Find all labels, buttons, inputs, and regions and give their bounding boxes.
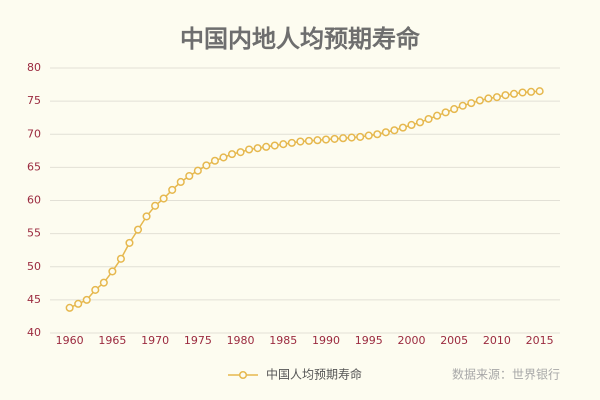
point: [313, 136, 322, 145]
x-tick-label: 2005: [440, 334, 468, 347]
x-tick-label: 1970: [141, 334, 169, 347]
point: [424, 114, 433, 124]
point: [253, 144, 262, 153]
y-tick-label: 45: [27, 293, 41, 306]
point: [458, 101, 467, 110]
x-tick-label: 1985: [269, 334, 297, 347]
point: [116, 254, 125, 263]
point: [168, 185, 177, 194]
point: [193, 166, 202, 175]
point: [176, 177, 185, 186]
point: [492, 93, 501, 102]
point: [501, 91, 510, 100]
point: [415, 118, 425, 127]
point: [356, 132, 365, 141]
point: [441, 108, 450, 117]
x-tick-label: 2000: [397, 334, 425, 347]
y-tick-label: 75: [27, 94, 41, 107]
point: [210, 156, 219, 165]
point: [142, 212, 151, 221]
x-tick-label: 2015: [526, 334, 554, 347]
point: [82, 295, 91, 304]
point: [270, 141, 279, 150]
point: [279, 140, 288, 149]
point: [467, 99, 476, 108]
point: [321, 135, 331, 144]
source: 数据来源：世界银行: [452, 367, 560, 382]
point: [407, 120, 416, 130]
point: [364, 131, 373, 140]
x-tick-label: 1975: [184, 334, 212, 347]
point: [433, 111, 442, 120]
point: [330, 134, 339, 143]
chart-title: 中国内地人均预期寿命: [180, 25, 421, 53]
point: [65, 303, 74, 312]
point: [108, 267, 117, 276]
point: [125, 238, 134, 247]
point: [236, 148, 245, 157]
point: [202, 161, 211, 170]
point: [475, 96, 484, 105]
x-tick-label: 1980: [227, 334, 255, 347]
y-tick-label: 55: [27, 227, 41, 240]
point: [74, 299, 83, 308]
point: [185, 171, 194, 181]
point: [227, 150, 237, 159]
point: [381, 128, 390, 137]
series-line: [69, 90, 540, 309]
point: [245, 145, 254, 154]
point: [339, 134, 348, 143]
point: [99, 278, 108, 287]
point: [262, 142, 271, 151]
y-tick-label: 70: [27, 127, 41, 140]
point: [151, 201, 160, 210]
point: [287, 138, 296, 147]
y-tick-label: 40: [27, 326, 41, 339]
x-tick-label: 1965: [98, 334, 126, 347]
point: [347, 133, 356, 142]
point: [91, 285, 100, 294]
point: [390, 126, 399, 135]
x-tick-label: 1990: [312, 334, 340, 347]
legend-label: 中国人均预期寿命: [266, 367, 362, 382]
point: [133, 225, 143, 234]
x-tick-label: 1960: [56, 334, 84, 347]
point: [535, 87, 544, 96]
y-tick-label: 60: [27, 194, 41, 207]
point: [398, 123, 407, 132]
y-tick-label: 50: [27, 260, 41, 273]
point: [296, 137, 305, 146]
point: [219, 153, 228, 162]
y-tick-label: 65: [27, 160, 41, 173]
point: [509, 89, 519, 98]
point: [159, 194, 168, 203]
point: [373, 130, 382, 139]
point: [450, 105, 459, 114]
y-tick-label: 80: [27, 61, 41, 74]
point: [304, 136, 313, 145]
x-tick-label: 2010: [483, 334, 511, 347]
point: [518, 88, 527, 97]
x-tick-label: 1995: [355, 334, 383, 347]
legend-marker: [238, 370, 248, 380]
point: [527, 87, 536, 96]
point: [484, 94, 493, 103]
